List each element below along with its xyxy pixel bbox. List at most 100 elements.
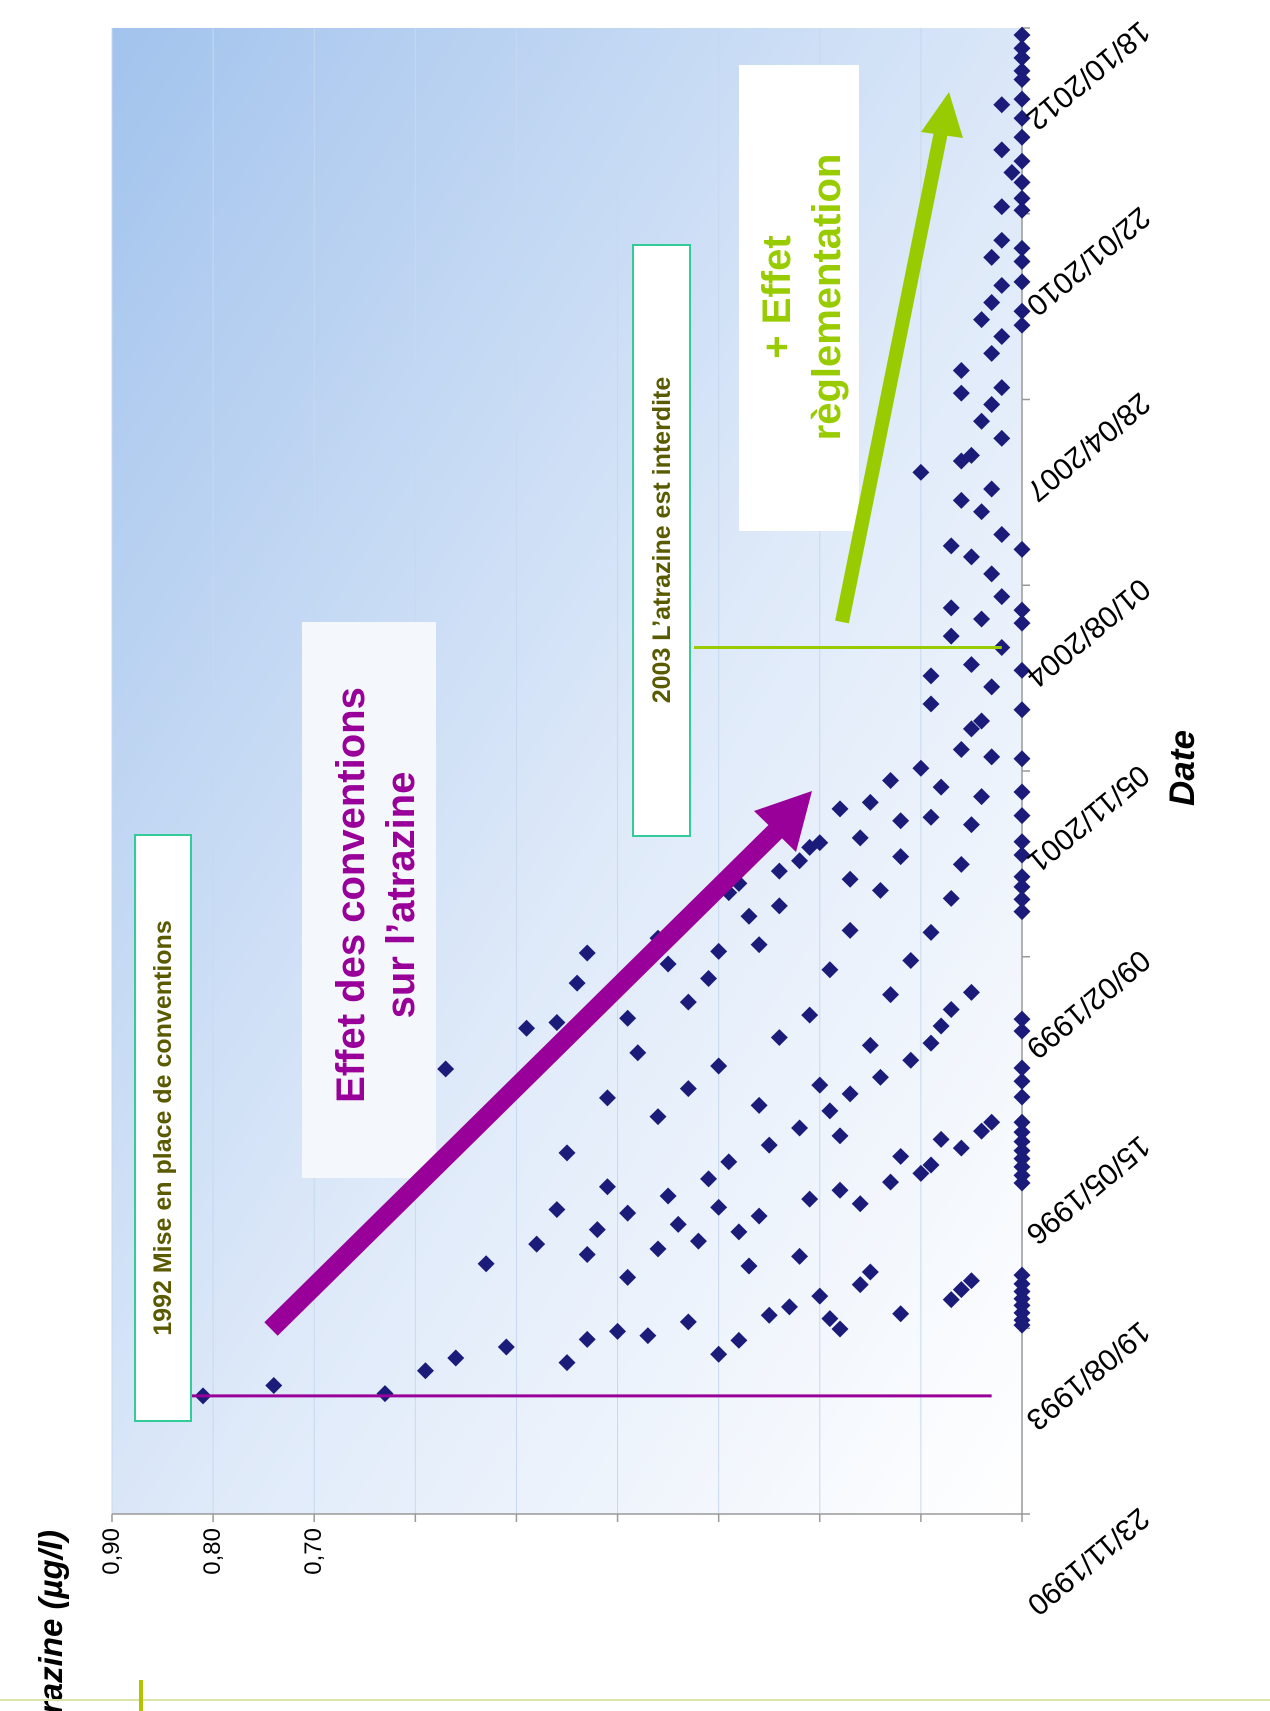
data-point (983, 480, 1001, 498)
data-point (861, 793, 879, 811)
data-point (791, 1247, 809, 1265)
data-point (962, 1272, 980, 1290)
data-point (942, 889, 960, 907)
data-point (912, 1164, 930, 1182)
data-point (811, 1076, 829, 1094)
data-point (801, 1006, 819, 1024)
data-point (821, 1310, 839, 1328)
data-point (740, 907, 758, 925)
date-tick-label: 23/11/1990 (1021, 1501, 1156, 1621)
data-point (689, 1232, 707, 1250)
data-point (983, 678, 1001, 696)
data-point (962, 816, 980, 834)
data-point (1013, 868, 1031, 886)
page-bottom-rule (0, 1699, 1270, 1701)
data-point (952, 1281, 970, 1299)
data-point (649, 1240, 667, 1258)
data-point (993, 328, 1011, 346)
plot-area (112, 28, 1022, 1514)
data-point (932, 1017, 950, 1035)
data-point (1013, 890, 1031, 908)
data-point (598, 1089, 616, 1107)
data-point (1013, 1088, 1031, 1106)
data-point (1013, 1166, 1031, 1184)
data-point (791, 1119, 809, 1137)
regulation-arrow-shaft (835, 130, 948, 624)
conventions-arrow-shaft (264, 821, 786, 1336)
date-tick-label: 28/04/2007 (1020, 386, 1156, 508)
data-point (983, 748, 1001, 766)
data-point (1013, 1275, 1031, 1293)
data-point (679, 1313, 697, 1331)
data-point (952, 1139, 970, 1157)
data-point (942, 1291, 960, 1309)
data-point (1013, 750, 1031, 768)
conventions-arrow-head (754, 791, 812, 852)
data-point (962, 720, 980, 738)
date-tick-label: 09/02/1999 (1020, 943, 1156, 1065)
data-point (780, 1298, 798, 1316)
data-point (983, 294, 1001, 312)
data-point (892, 812, 910, 830)
data-point (770, 862, 788, 880)
data-point (598, 1178, 616, 1196)
data-point (932, 778, 950, 796)
data-point (993, 429, 1011, 447)
annotations: 1992 Mise en place de conventions 2003 L’… (134, 65, 1002, 1422)
data-point (882, 771, 900, 789)
data-point (1013, 807, 1031, 825)
data-point (882, 1173, 900, 1191)
date-tick-label: 19/08/1993 (1020, 1315, 1156, 1437)
data-point (973, 412, 991, 430)
data-point (1013, 1142, 1031, 1160)
value-tick-label: 0,70 (300, 1528, 327, 1575)
data-point (548, 1014, 566, 1031)
data-point (770, 1029, 788, 1047)
data-point (578, 1246, 596, 1263)
data-point (892, 848, 910, 866)
data-point (952, 491, 970, 509)
data-point (1013, 1010, 1031, 1028)
data-point (973, 1122, 991, 1140)
data-point (1013, 1022, 1031, 1040)
data-point (1013, 661, 1031, 679)
data-point (831, 1127, 849, 1145)
data-point (700, 969, 718, 987)
data-point (760, 1136, 778, 1154)
data-point (1013, 1123, 1031, 1141)
data-point (1013, 1113, 1031, 1131)
data-point (659, 955, 677, 973)
data-point (861, 1036, 879, 1054)
data-point (983, 344, 1001, 362)
data-point (841, 1085, 859, 1103)
data-point (578, 944, 596, 962)
regulation-label-line1: + Effet (755, 235, 799, 358)
data-point (528, 1235, 546, 1253)
data-point (619, 1204, 637, 1222)
data-point (568, 974, 586, 992)
data-point (1013, 701, 1031, 719)
data-point (578, 1330, 596, 1348)
date-tick-label: 05/11/2001 (1021, 758, 1156, 878)
data-point (710, 942, 728, 960)
data-point (679, 1080, 697, 1098)
data-point (973, 610, 991, 628)
data-point (1003, 164, 1021, 181)
date-tick-label: 01/08/2004 (1020, 572, 1156, 694)
regulation-label-line2: règlementation (805, 154, 849, 441)
data-point (993, 141, 1011, 159)
data-point (1013, 1133, 1031, 1151)
data-point (973, 712, 991, 730)
data-point (710, 1198, 728, 1216)
data-point (993, 276, 1011, 294)
data-point (962, 548, 980, 566)
data-point (942, 537, 960, 555)
data-point (558, 1144, 576, 1162)
data-point (912, 463, 930, 481)
conventions-label-line2: sur l’atrazine (379, 772, 423, 1019)
regulation-arrow-head (921, 92, 963, 138)
value-tick-label: 0,80 (199, 1528, 226, 1575)
data-point (801, 1190, 819, 1208)
data-point (609, 1322, 627, 1340)
